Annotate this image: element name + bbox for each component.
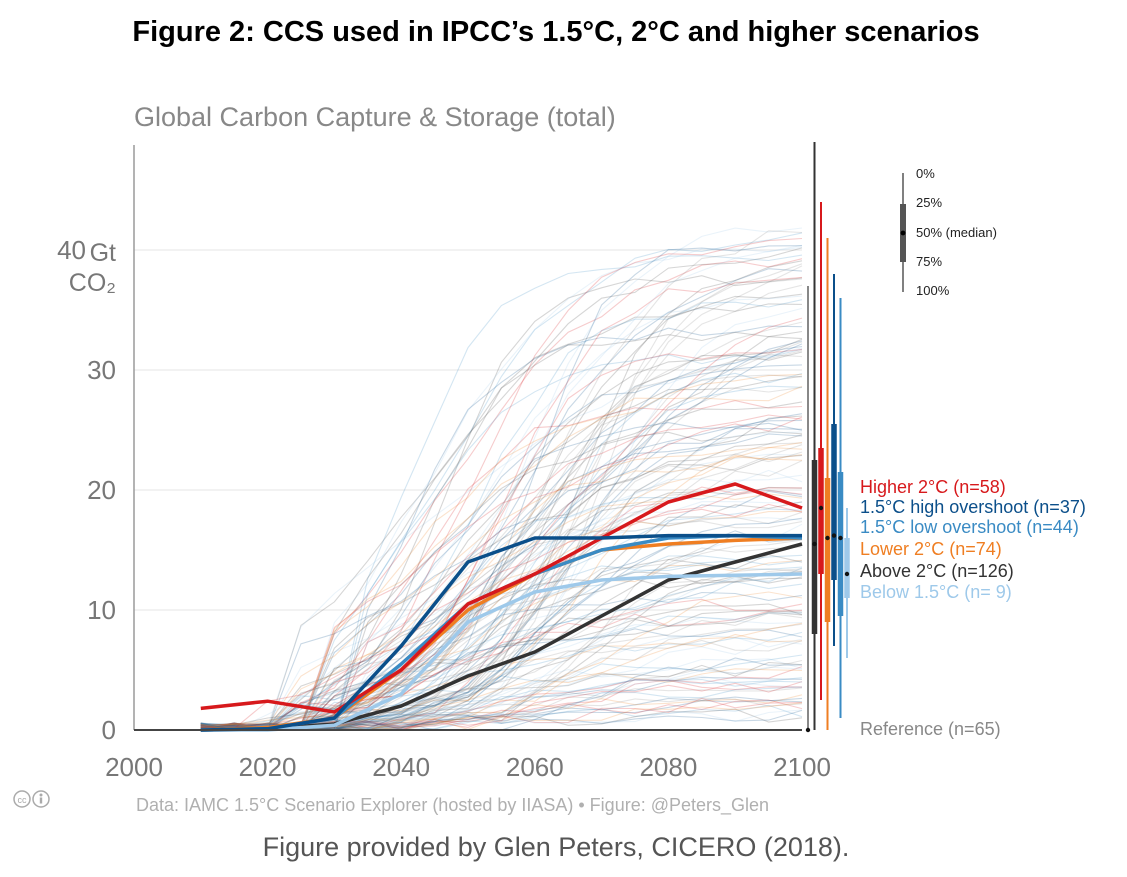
scenario-line: [200, 611, 803, 731]
scenario-line: [200, 284, 803, 731]
scenario-line: [200, 321, 803, 731]
range-median: [818, 505, 824, 511]
scenario-line: [200, 375, 803, 731]
y-tick-label: 0: [102, 715, 116, 745]
legend-entry: Above 2°C (n=126): [860, 561, 1014, 581]
median-series-lines: [200, 482, 803, 732]
scenario-line: [200, 401, 803, 731]
scenario-line: [200, 460, 803, 731]
x-tick-label: 2100: [773, 752, 831, 782]
scenario-line: [200, 456, 803, 727]
quantile-key-label: 0%: [916, 166, 935, 181]
range-median: [825, 535, 830, 541]
legend-entry: Lower 2°C (n=74): [860, 539, 1002, 559]
x-tick-label: 2040: [372, 752, 430, 782]
x-tick-label: 2060: [506, 752, 564, 782]
scenario-line: [200, 580, 803, 731]
scenario-line: [200, 501, 803, 731]
scenario-line: [200, 489, 803, 727]
y-axis-unit-line2: CO₂: [69, 269, 116, 297]
scenario-line: [200, 523, 803, 731]
scenario-line: [200, 317, 803, 731]
legend-entry: 1.5°C high overshoot (n=37): [860, 497, 1086, 517]
scenario-line: [200, 330, 803, 730]
range-median: [838, 535, 843, 541]
scenario-line: [200, 347, 803, 731]
legend-entry: Below 1.5°C (n= 9): [860, 582, 1012, 602]
grid-lines: [134, 249, 802, 611]
cc-license-icon: cc: [13, 790, 50, 808]
scenario-line: [200, 654, 803, 731]
y-tick-label: 10: [87, 595, 116, 625]
range-bars-2100: [805, 142, 850, 733]
legend-entry: 1.5°C low overshoot (n=44): [860, 517, 1079, 537]
quantile-key-label: 50% (median): [916, 225, 997, 240]
series-line: [200, 533, 802, 732]
scenario-line: [200, 444, 803, 731]
quantile-key: 0% 25% 50% (median) 75% 100%: [900, 166, 997, 298]
figure-caption: Figure provided by Glen Peters, CICERO (…: [262, 832, 850, 862]
legend-entry: Higher 2°C (n=58): [860, 477, 1006, 497]
y-tick-label: 40: [57, 235, 86, 265]
scenario-line: [200, 400, 803, 731]
svg-text:cc: cc: [18, 795, 28, 805]
scenario-line: [200, 441, 803, 731]
legend: Higher 2°C (n=58)1.5°C high overshoot (n…: [860, 477, 1086, 739]
y-axis-unit-line1: Gt: [90, 239, 116, 267]
quantile-key-label: 75%: [916, 254, 942, 269]
chart-title: Global Carbon Capture & Storage (total): [134, 102, 616, 132]
range-median: [812, 541, 817, 547]
series-line: [200, 572, 803, 732]
data-credit: Data: IAMC 1.5°C Scenario Explorer (host…: [136, 795, 770, 815]
series-line: [200, 482, 803, 714]
scenario-line: [200, 422, 803, 730]
scenario-line: [200, 247, 803, 731]
x-tick-label: 2000: [105, 752, 163, 782]
scenario-lines: [200, 227, 803, 731]
axes: 2000 2020 2040 2060 2080 2100 0 10 20 30 40: [57, 145, 831, 782]
scenario-line: [200, 295, 803, 731]
figure-title: Figure 2: CCS used in IPCC’s 1.5°C, 2°C …: [132, 16, 980, 48]
scenario-line: [200, 503, 803, 731]
range-median: [805, 727, 811, 733]
x-tick-label: 2020: [239, 752, 297, 782]
quantile-key-label: 100%: [916, 283, 950, 298]
scenario-line: [200, 493, 803, 731]
scenario-line: [200, 577, 802, 731]
scenario-line: [200, 348, 803, 727]
y-tick-label: 30: [87, 355, 116, 385]
x-tick-label: 2080: [639, 752, 697, 782]
scenario-line: [200, 331, 803, 731]
scenario-line: [200, 567, 803, 731]
scenario-line: [200, 351, 803, 731]
range-median: [831, 533, 837, 538]
quantile-key-label: 25%: [916, 195, 942, 210]
legend-entry-reference: Reference (n=65): [860, 719, 1001, 739]
scenario-line: [200, 413, 803, 731]
range-median: [844, 571, 850, 577]
quantile-key-median: [900, 230, 906, 236]
y-tick-label: 20: [87, 475, 116, 505]
